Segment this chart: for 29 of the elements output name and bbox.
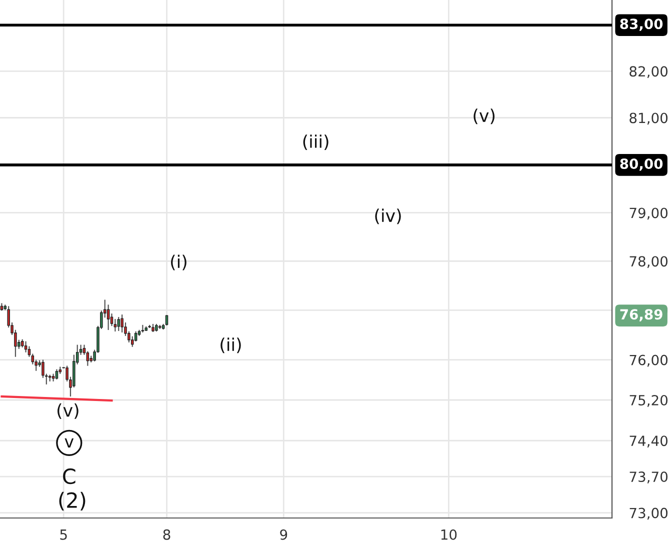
y-tick-label: 74,40 xyxy=(630,436,668,448)
ref-line-label: 83,00 xyxy=(620,18,663,31)
annotation: (2) xyxy=(59,492,86,510)
text: 76,89 xyxy=(620,309,662,322)
annotation: (v) xyxy=(58,403,78,419)
annotation: (v) xyxy=(474,108,495,124)
y-tick-label: 73,00 xyxy=(630,508,668,520)
annotation: (iii) xyxy=(303,134,328,150)
annotation: v xyxy=(64,438,74,448)
y-tick-label: 82,00 xyxy=(630,66,668,78)
y-tick-label: 75,20 xyxy=(630,394,668,407)
x-tick-label: 8 xyxy=(163,529,170,540)
ref-line-label: 80,00 xyxy=(620,158,663,171)
y-tick-label: 76,00 xyxy=(630,354,668,367)
annotation: C xyxy=(63,468,76,484)
annotation: (iv) xyxy=(375,208,401,224)
y-tick-label: 81,00 xyxy=(630,112,668,125)
candlestick xyxy=(117,316,120,331)
x-tick-label: 10 xyxy=(441,529,457,540)
candlestick xyxy=(120,314,124,332)
y-tick-label: 73,70 xyxy=(630,472,668,484)
candlestick xyxy=(165,315,168,326)
annotation: (i) xyxy=(171,254,186,270)
candlestick xyxy=(55,369,58,380)
annotation: (ii) xyxy=(220,338,241,354)
y-tick-label: 78,00 xyxy=(630,256,668,268)
x-tick-label: 5 xyxy=(60,530,67,540)
y-tick-label: 79,00 xyxy=(630,208,668,220)
x-tick-label: 9 xyxy=(280,529,288,540)
